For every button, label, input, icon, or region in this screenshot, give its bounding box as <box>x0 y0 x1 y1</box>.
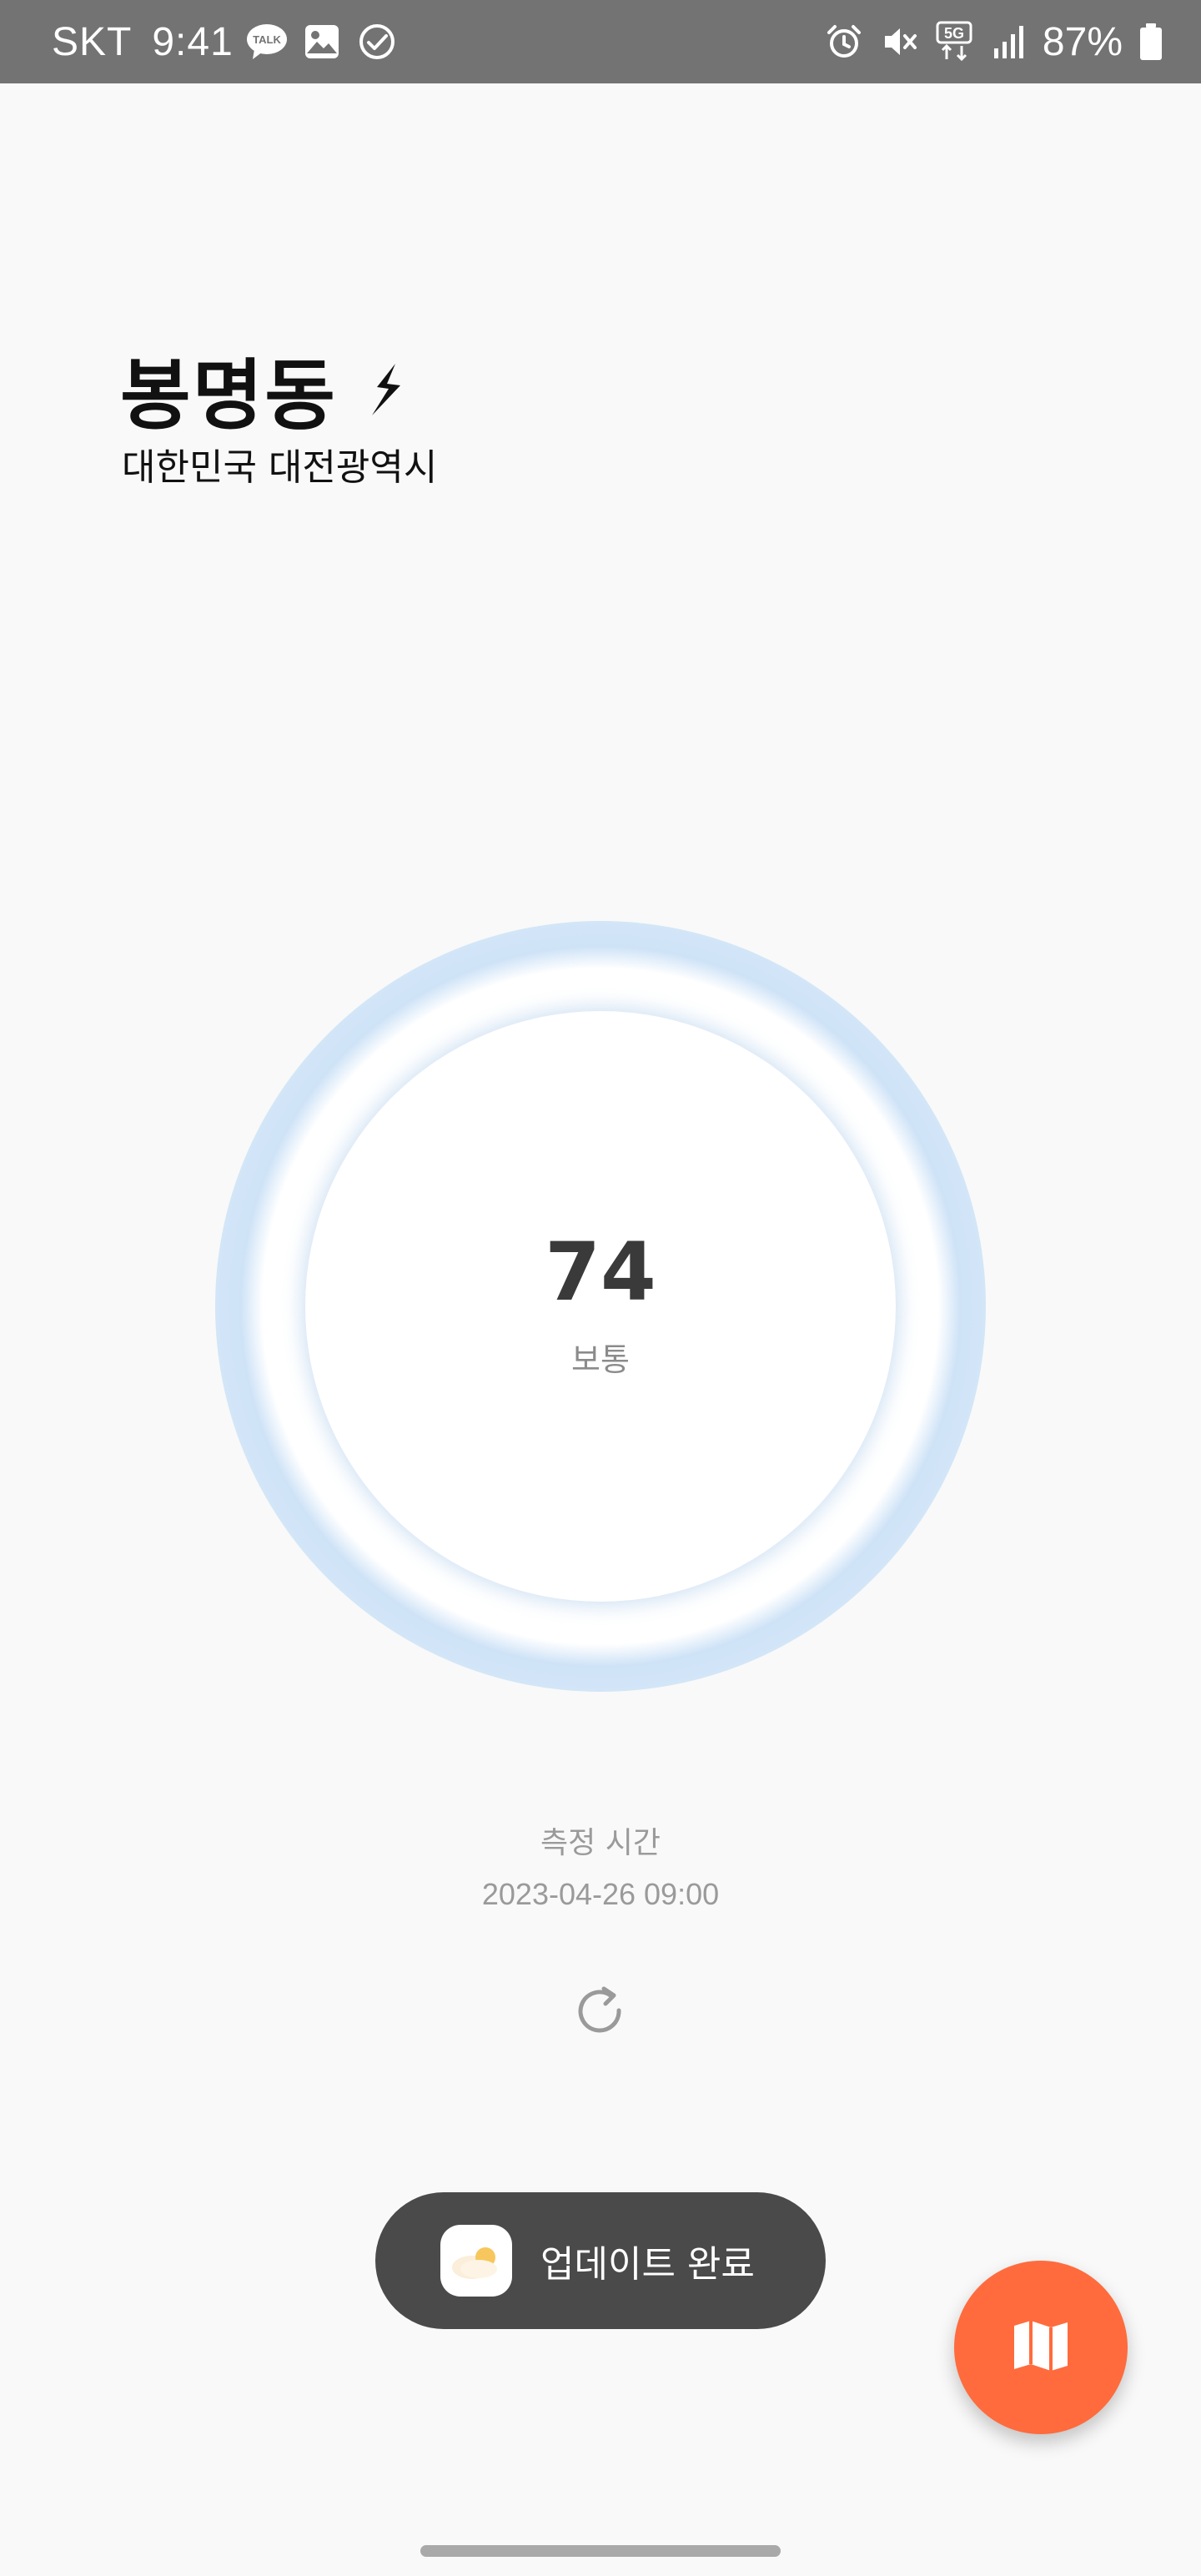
gauge-value: 74 <box>545 1225 656 1319</box>
map-button[interactable] <box>954 2261 1128 2434</box>
measurement-time: 2023-04-26 09:00 <box>481 1877 720 1911</box>
measurement-info: 측정 시간 2023-04-26 09:00 <box>0 1819 1201 1912</box>
svg-text:TALK: TALK <box>253 33 281 46</box>
gallery-icon <box>300 20 344 63</box>
kakaotalk-icon: TALK <box>245 20 289 63</box>
status-bar-right: 5G 87% <box>822 19 1173 65</box>
lightning-bolt-icon <box>360 360 410 419</box>
signal-icon <box>987 20 1031 63</box>
location-name: 봉명동 <box>120 351 337 440</box>
refresh-icon <box>570 1982 631 2045</box>
gauge-status: 보통 <box>571 1341 630 1378</box>
clock: 9:41 <box>152 19 234 64</box>
gauge-center: 74 보통 <box>305 1011 896 1602</box>
alarm-icon <box>822 20 866 63</box>
air-quality-gauge: 74 보통 <box>215 921 986 1692</box>
status-bar-left: SKT 9:41 TALK <box>52 19 399 65</box>
battery-icon <box>1129 20 1173 63</box>
location-header: 봉명동 <box>120 334 410 445</box>
update-toast: 업데이트 완료 <box>375 2192 826 2329</box>
status-bar: SKT 9:41 TALK <box>0 0 1201 83</box>
mute-icon <box>877 20 921 63</box>
check-circle-icon <box>355 20 399 63</box>
home-indicator[interactable] <box>420 2545 781 2557</box>
toast-message: 업데이트 완료 <box>540 2243 755 2286</box>
location-region: 대한민국 대전광역시 <box>122 446 438 489</box>
refresh-button[interactable] <box>569 1982 632 2045</box>
svg-text:5G: 5G <box>944 25 964 42</box>
map-icon <box>1009 2314 1073 2381</box>
measurement-label: 측정 시간 <box>540 1826 661 1860</box>
5g-icon: 5G <box>932 20 976 63</box>
app-icon <box>440 2225 512 2297</box>
carrier-label: SKT <box>52 19 133 64</box>
battery-percent: 87% <box>1042 19 1123 64</box>
